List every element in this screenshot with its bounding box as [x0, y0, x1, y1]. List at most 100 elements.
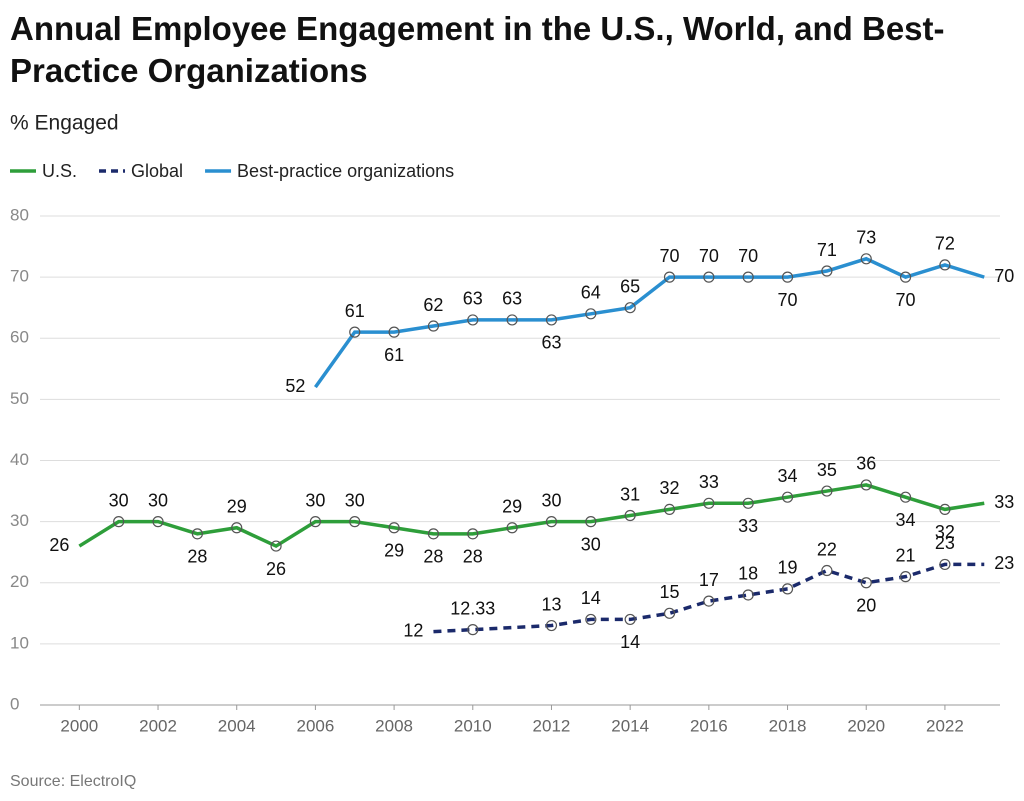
legend-label: Best-practice organizations	[237, 161, 454, 181]
x-tick-label: 2000	[60, 716, 98, 735]
data-label: 30	[345, 490, 365, 510]
point-marker	[545, 516, 558, 528]
point-marker	[939, 503, 951, 515]
point-marker	[821, 564, 833, 577]
point-marker	[624, 509, 636, 522]
point-marker	[821, 265, 833, 277]
data-label: 70	[699, 246, 719, 266]
data-label: 70	[994, 266, 1014, 286]
point-marker	[113, 516, 125, 528]
data-label: 70	[659, 246, 679, 266]
series-line	[313, 256, 985, 389]
data-label: 65	[620, 276, 640, 296]
point-marker	[506, 522, 518, 534]
point-marker	[860, 253, 872, 265]
point-marker	[585, 308, 597, 320]
point-marker	[624, 302, 636, 314]
point-marker	[939, 259, 951, 271]
point-marker	[703, 595, 715, 607]
point-marker	[703, 271, 715, 283]
point-marker	[899, 271, 912, 283]
data-label: 70	[778, 290, 798, 310]
data-label: 33	[699, 472, 719, 492]
point-marker	[388, 326, 400, 338]
data-label: 62	[423, 295, 443, 315]
y-tick-label: 20	[10, 572, 29, 591]
series-line	[433, 562, 985, 634]
legend-label: Global	[131, 161, 183, 181]
point-marker	[663, 271, 676, 283]
data-label: 30	[148, 490, 168, 510]
data-label: 14	[581, 588, 601, 608]
point-marker	[899, 491, 912, 503]
point-marker	[781, 271, 794, 283]
data-label: 12.33	[450, 598, 495, 618]
data-label: 20	[856, 596, 876, 616]
point-marker	[309, 516, 322, 528]
data-label: 26	[49, 535, 69, 555]
data-label: 26	[266, 559, 286, 579]
data-label: 23	[935, 533, 955, 553]
point-marker	[545, 619, 558, 632]
data-label: 18	[738, 564, 758, 584]
legend-label: U.S.	[42, 161, 77, 181]
point-marker	[742, 497, 754, 509]
data-label: 28	[187, 547, 207, 567]
point-marker	[781, 491, 794, 503]
data-label: 19	[778, 558, 798, 578]
point-marker	[506, 314, 518, 326]
data-label: 17	[699, 570, 719, 590]
y-tick-label: 80	[10, 205, 29, 224]
point-marker	[349, 326, 361, 338]
x-tick-label: 2014	[611, 716, 649, 735]
data-label: 63	[541, 333, 561, 353]
data-label: 31	[620, 484, 640, 504]
y-tick-label: 0	[10, 694, 19, 713]
y-tick-label: 50	[10, 389, 29, 408]
data-label: 33	[738, 516, 758, 536]
point-marker	[427, 320, 440, 332]
x-tick-label: 2008	[375, 716, 413, 735]
data-label: 30	[541, 490, 561, 510]
data-label: 70	[738, 246, 758, 266]
source: Source: ElectroIQ	[10, 773, 136, 790]
data-label: 15	[659, 582, 679, 602]
x-tick-label: 2002	[139, 716, 177, 735]
point-marker	[349, 516, 361, 528]
point-marker	[939, 558, 951, 571]
data-label: 71	[817, 240, 837, 260]
point-marker	[860, 479, 872, 491]
x-tick-label: 2016	[690, 716, 728, 735]
data-label: 29	[502, 496, 522, 516]
point-marker	[467, 314, 479, 326]
data-label: 63	[463, 289, 483, 309]
data-label: 30	[305, 490, 325, 510]
data-label: 34	[896, 510, 916, 530]
point-marker	[742, 271, 754, 283]
point-marker	[703, 497, 715, 509]
title-line: Practice Organizations	[10, 52, 368, 89]
data-label: 13	[541, 594, 561, 614]
chart-subtitle: % Engaged	[10, 112, 119, 135]
title-line: Annual Employee Engagement in the U.S., …	[10, 10, 945, 47]
point-marker	[388, 522, 400, 534]
data-label: 14	[620, 632, 640, 652]
data-label: 29	[227, 496, 247, 516]
data-label: 30	[109, 490, 129, 510]
point-marker	[742, 589, 754, 601]
point-marker	[781, 583, 794, 595]
y-tick-label: 40	[10, 450, 29, 469]
data-label: 73	[856, 228, 876, 248]
point-marker	[624, 613, 636, 626]
x-tick-label: 2006	[296, 716, 334, 735]
data-label: 52	[285, 376, 305, 396]
x-tick-label: 2020	[847, 716, 885, 735]
data-label: 72	[935, 234, 955, 254]
point-marker	[821, 485, 833, 497]
x-tick-label: 2022	[926, 716, 964, 735]
point-marker	[270, 540, 282, 552]
point-marker	[899, 571, 912, 583]
point-marker	[152, 516, 164, 528]
data-label: 35	[817, 460, 837, 480]
